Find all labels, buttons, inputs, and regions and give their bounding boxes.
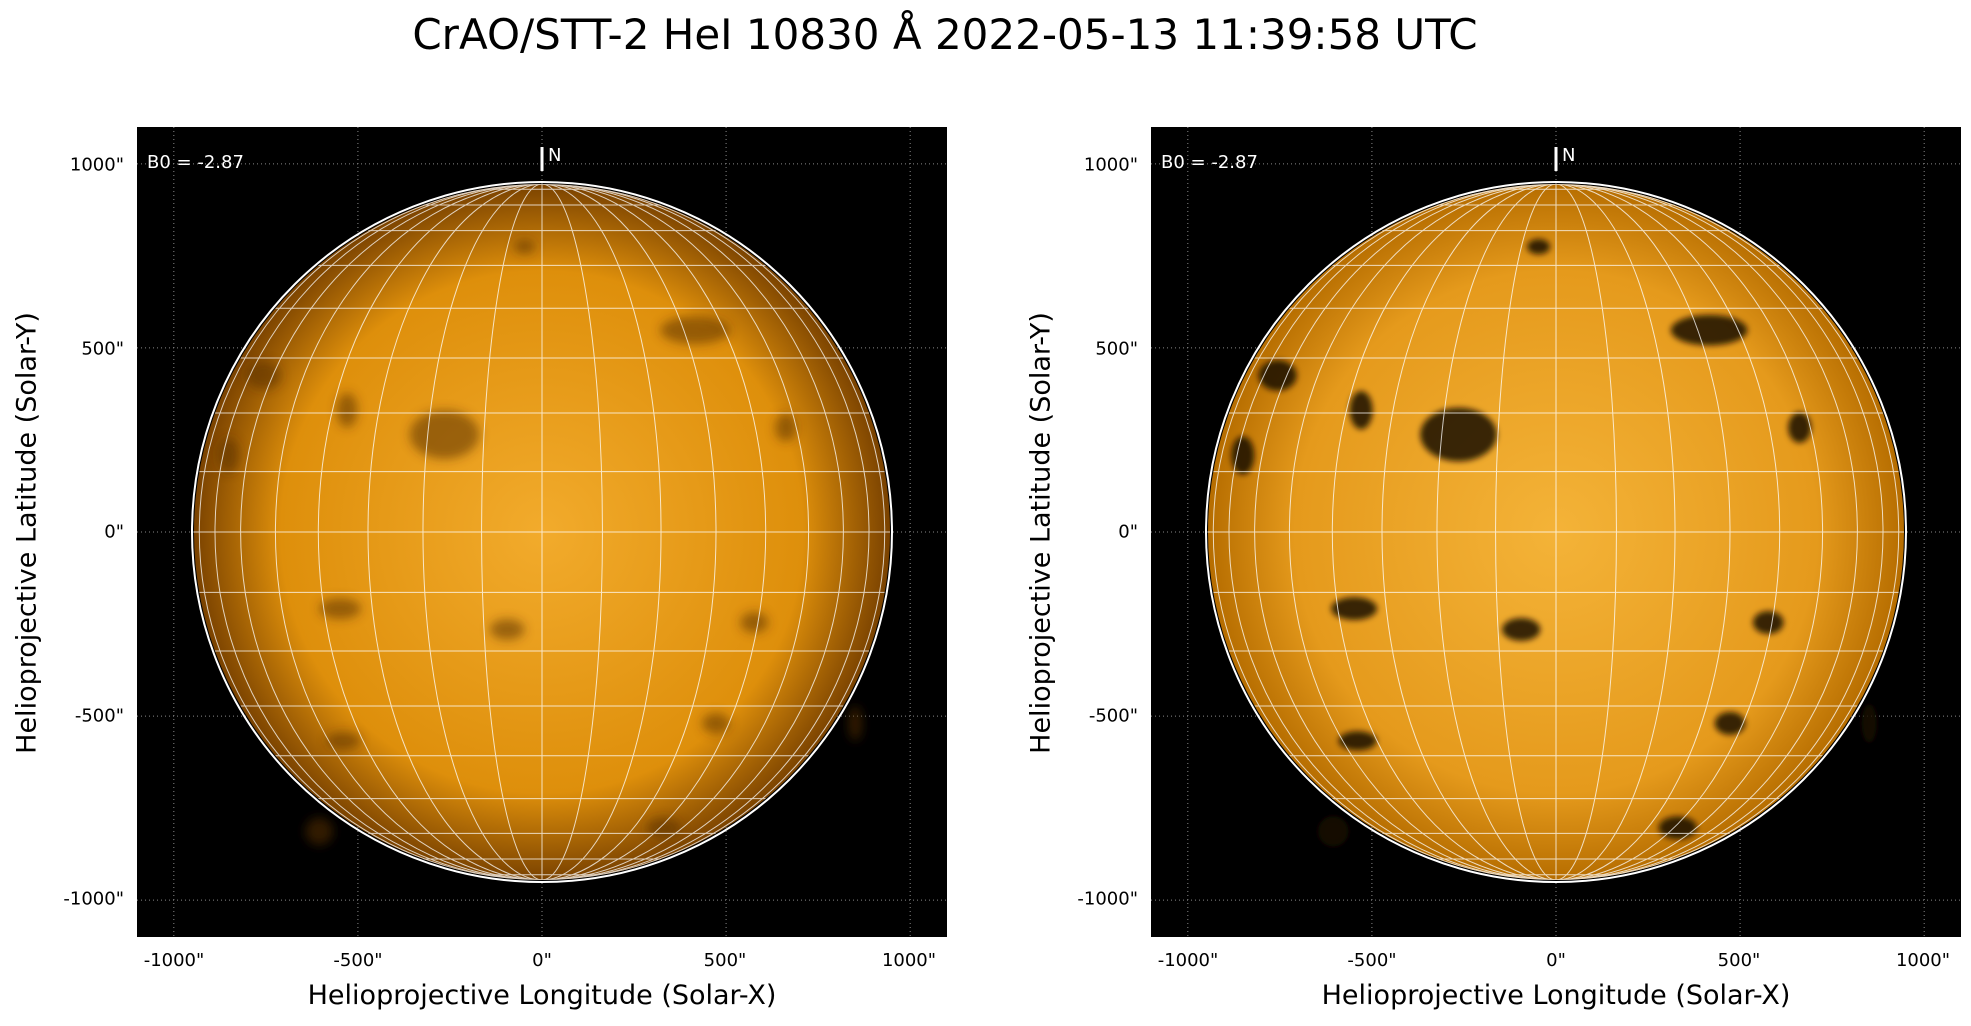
north-label: N (1562, 145, 1576, 166)
y-tick-label: 1000" (69, 154, 124, 176)
x-tick-label: 500" (1717, 950, 1761, 971)
x-tick-label: 1000" (1895, 950, 1951, 971)
x-axis-label: Helioprojective Longitude (Solar-X) (307, 980, 777, 1011)
y-tick-label: -500" (74, 705, 124, 727)
x-tick-label: -500" (333, 950, 383, 971)
x-tick-label: 0" (1546, 950, 1566, 971)
y-tick-label: 500" (81, 338, 124, 360)
x-tick-label: 0" (532, 950, 552, 971)
b0-label: B0 = -2.87 (147, 152, 244, 173)
x-tick-label: -1000" (143, 950, 205, 971)
x-axis-label: Helioprojective Longitude (Solar-X) (1321, 980, 1791, 1011)
solar-disk-image-enhanced (1151, 127, 1961, 937)
figure-title: CrAO/STT-2 HeI 10830 Å 2022-05-13 11:39:… (412, 10, 1478, 59)
y-tick-label: 0" (1118, 521, 1138, 543)
y-axis-label: Helioprojective Latitude (Solar-Y) (1025, 312, 1057, 754)
y-tick-label: 0" (104, 521, 124, 543)
y-tick-label: -500" (1088, 705, 1138, 727)
y-tick-label: -1000" (1077, 888, 1138, 910)
solar-disk-panel-enhanced (1151, 127, 1961, 937)
x-tick-label: 1000" (881, 950, 937, 971)
x-tick-label: 500" (703, 950, 747, 971)
b0-label: B0 = -2.87 (1161, 152, 1258, 173)
y-tick-label: -1000" (63, 888, 124, 910)
x-tick-label: -1000" (1157, 950, 1219, 971)
solar-disk-image-raw (137, 127, 947, 937)
solar-disk-panel-raw (137, 127, 947, 937)
y-tick-label: 500" (1095, 338, 1138, 360)
north-label: N (548, 145, 562, 166)
y-tick-label: 1000" (1083, 154, 1138, 176)
x-tick-label: -500" (1347, 950, 1397, 971)
y-axis-label: Helioprojective Latitude (Solar-Y) (11, 312, 43, 754)
